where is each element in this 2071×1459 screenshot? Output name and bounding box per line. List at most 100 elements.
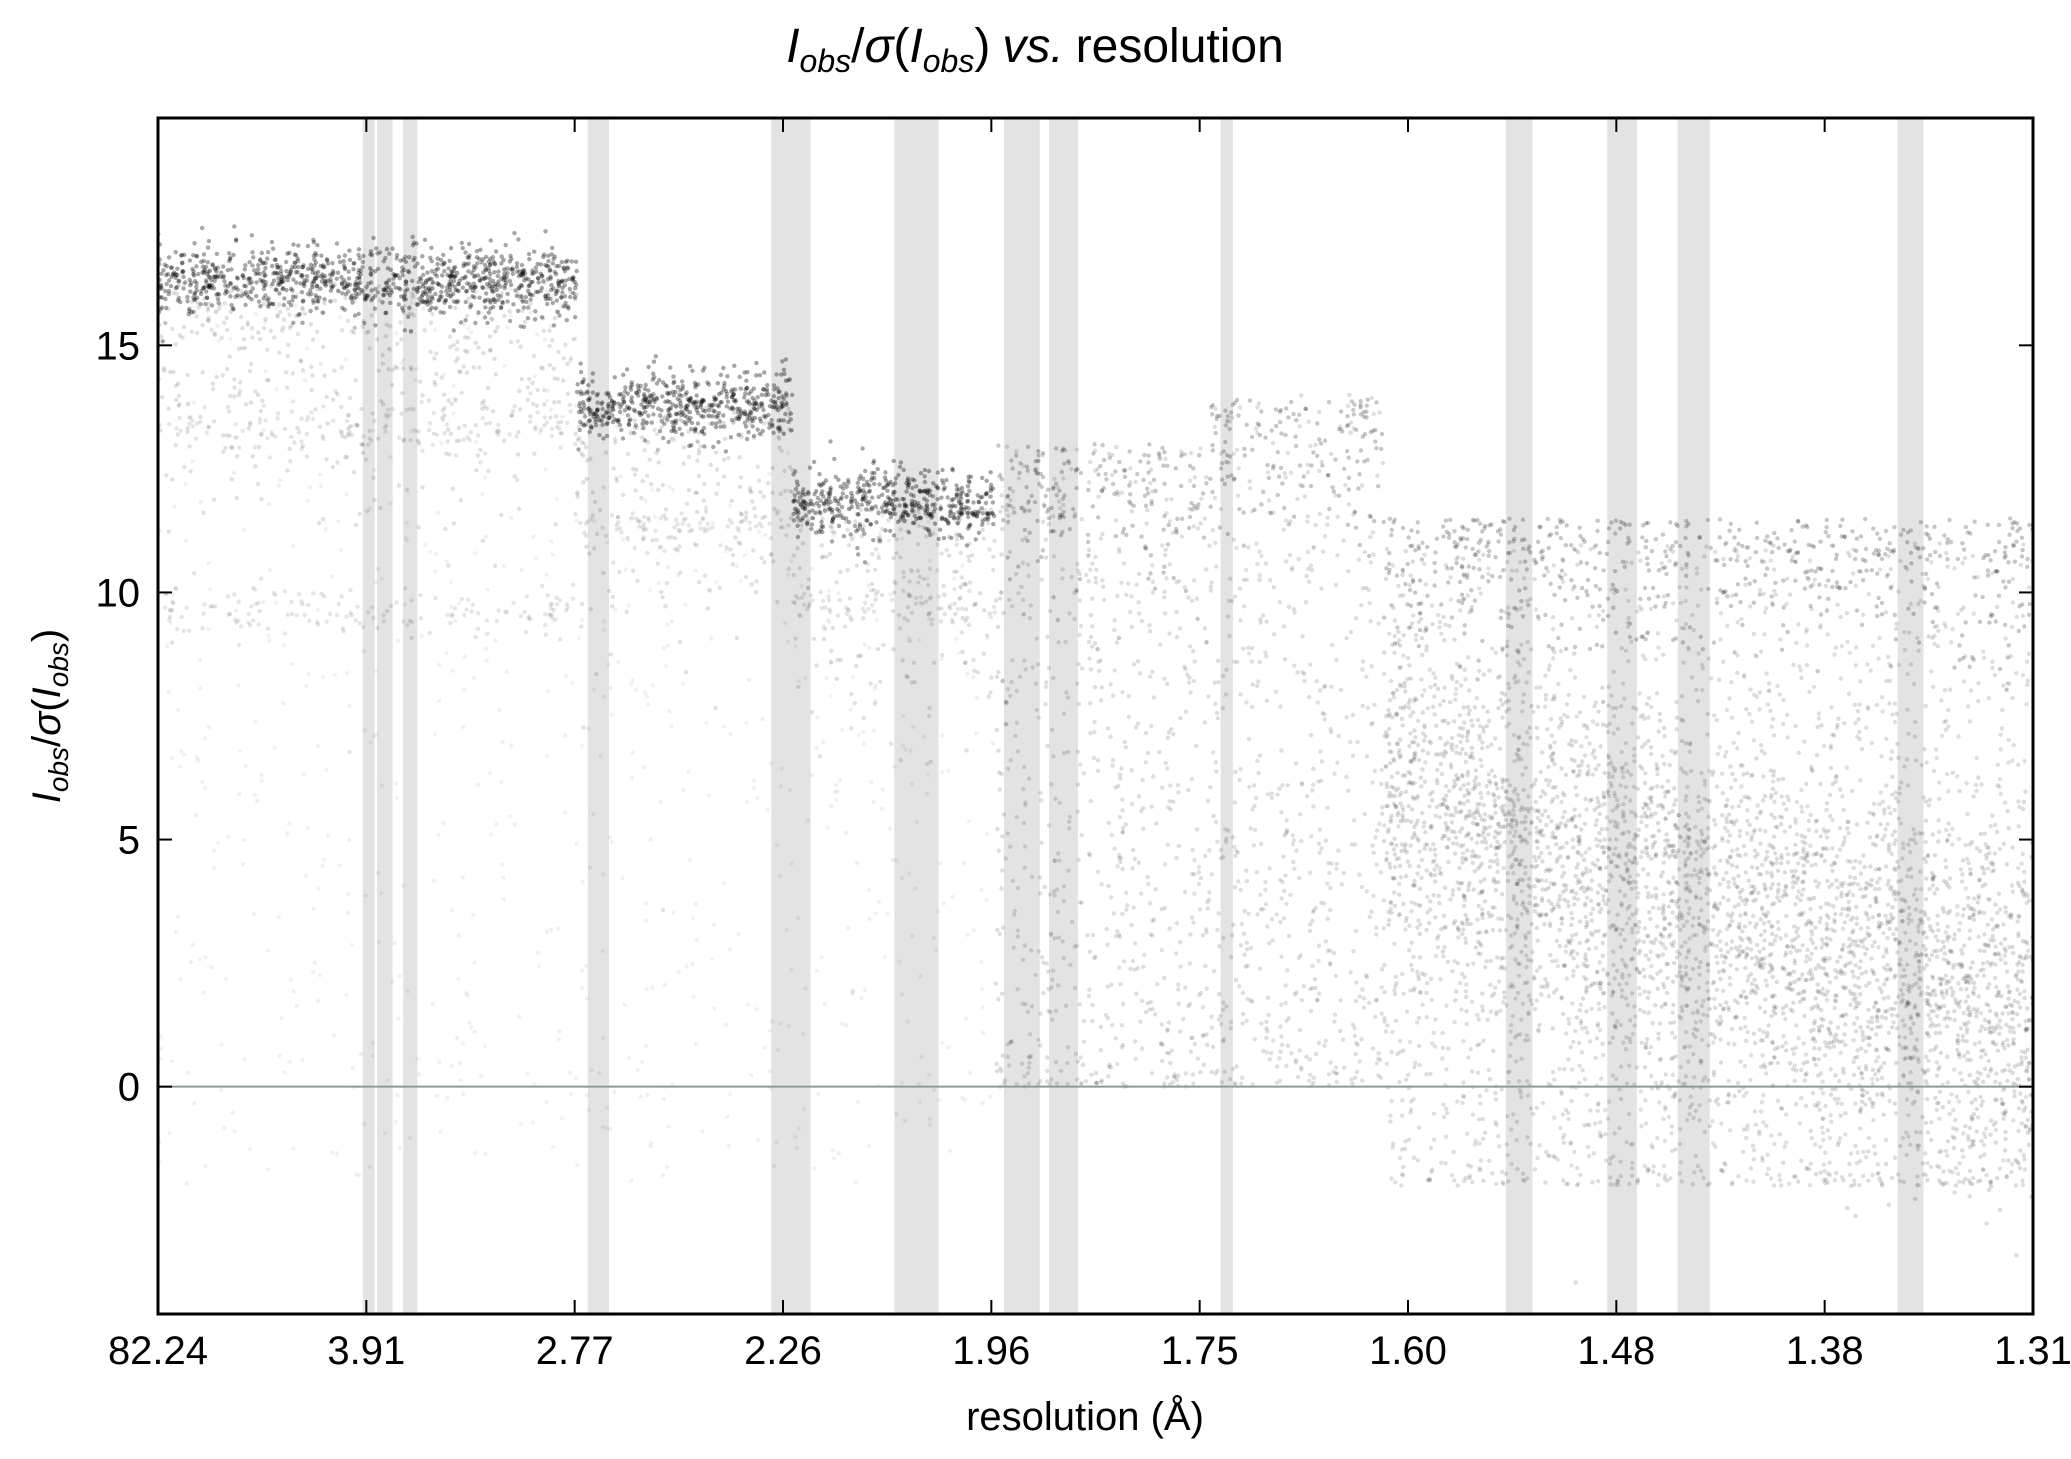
data-point xyxy=(937,1097,942,1103)
data-point xyxy=(998,509,1003,514)
data-point xyxy=(206,425,211,430)
data-point xyxy=(840,512,845,517)
data-point xyxy=(289,409,294,414)
data-point xyxy=(281,286,286,291)
data-point xyxy=(803,676,808,681)
data-point xyxy=(1145,750,1151,756)
data-point xyxy=(846,478,851,483)
data-point xyxy=(276,914,282,920)
data-point xyxy=(247,1147,252,1152)
data-point xyxy=(446,266,451,271)
data-point xyxy=(1148,480,1153,486)
data-point xyxy=(517,294,522,300)
data-point xyxy=(285,353,291,359)
data-point xyxy=(1131,662,1137,667)
data-point xyxy=(1016,476,1021,481)
data-point xyxy=(887,826,893,831)
data-point xyxy=(222,301,227,306)
data-point xyxy=(768,761,774,766)
data-point xyxy=(206,725,212,730)
data-point xyxy=(473,423,479,428)
data-point xyxy=(487,420,493,426)
data-point xyxy=(1000,526,1005,532)
data-point xyxy=(357,620,362,626)
data-point xyxy=(997,787,1002,792)
data-point xyxy=(343,357,348,362)
data-point xyxy=(611,560,616,565)
data-point xyxy=(922,479,928,485)
data-point xyxy=(974,731,979,736)
data-point xyxy=(1045,634,1050,640)
excluded-band-1 xyxy=(376,118,393,1314)
data-point xyxy=(639,495,644,501)
data-point xyxy=(567,358,573,364)
data-point xyxy=(852,523,858,529)
data-point xyxy=(342,253,348,258)
data-point xyxy=(1058,1068,1064,1074)
data-point xyxy=(399,269,405,274)
data-point xyxy=(1044,680,1049,685)
data-point xyxy=(322,857,327,862)
data-point xyxy=(1140,1046,1145,1051)
data-point xyxy=(918,974,923,979)
data-point xyxy=(1092,719,1097,725)
data-point xyxy=(227,251,232,256)
data-point xyxy=(481,285,486,291)
data-point xyxy=(975,493,980,498)
data-point xyxy=(195,300,200,305)
data-point xyxy=(771,394,776,399)
data-point xyxy=(336,519,341,524)
data-point xyxy=(696,579,702,585)
data-point xyxy=(518,344,523,349)
data-point xyxy=(410,291,415,296)
data-point xyxy=(374,246,379,251)
data-point xyxy=(381,287,386,293)
data-point xyxy=(477,365,482,370)
data-point xyxy=(324,394,329,400)
data-point xyxy=(191,271,196,277)
data-point xyxy=(409,295,414,301)
data-point xyxy=(369,438,374,443)
data-point xyxy=(1161,463,1166,468)
data-point xyxy=(302,283,307,289)
data-point xyxy=(493,372,498,377)
data-point xyxy=(802,591,807,596)
data-point xyxy=(479,276,485,281)
data-point xyxy=(832,530,837,535)
data-point xyxy=(330,272,335,277)
data-point xyxy=(657,546,662,551)
data-point xyxy=(614,424,619,429)
data-point xyxy=(363,457,369,462)
data-point xyxy=(433,595,438,601)
data-point xyxy=(1105,726,1111,731)
data-point xyxy=(1067,826,1072,831)
data-point xyxy=(441,820,446,826)
data-point xyxy=(579,985,585,990)
data-point xyxy=(581,725,586,730)
data-point xyxy=(222,279,227,284)
data-point xyxy=(349,942,355,948)
data-point xyxy=(659,416,665,421)
data-point xyxy=(242,291,247,297)
data-point xyxy=(453,359,458,364)
data-point xyxy=(1061,502,1066,507)
data-point xyxy=(666,1124,671,1129)
data-point xyxy=(1105,984,1110,989)
data-point xyxy=(784,533,789,538)
data-point xyxy=(361,649,366,654)
data-point xyxy=(277,282,283,287)
data-point xyxy=(1048,609,1053,614)
data-point xyxy=(796,518,802,524)
data-point xyxy=(335,1151,340,1156)
data-point xyxy=(432,306,438,311)
data-point xyxy=(486,468,491,474)
data-point xyxy=(1032,500,1038,505)
data-point xyxy=(698,443,703,449)
data-point xyxy=(518,324,523,329)
data-point xyxy=(592,546,597,551)
data-point xyxy=(959,485,965,491)
data-point xyxy=(600,1035,606,1041)
data-point xyxy=(1133,725,1139,730)
data-point xyxy=(277,1053,282,1058)
